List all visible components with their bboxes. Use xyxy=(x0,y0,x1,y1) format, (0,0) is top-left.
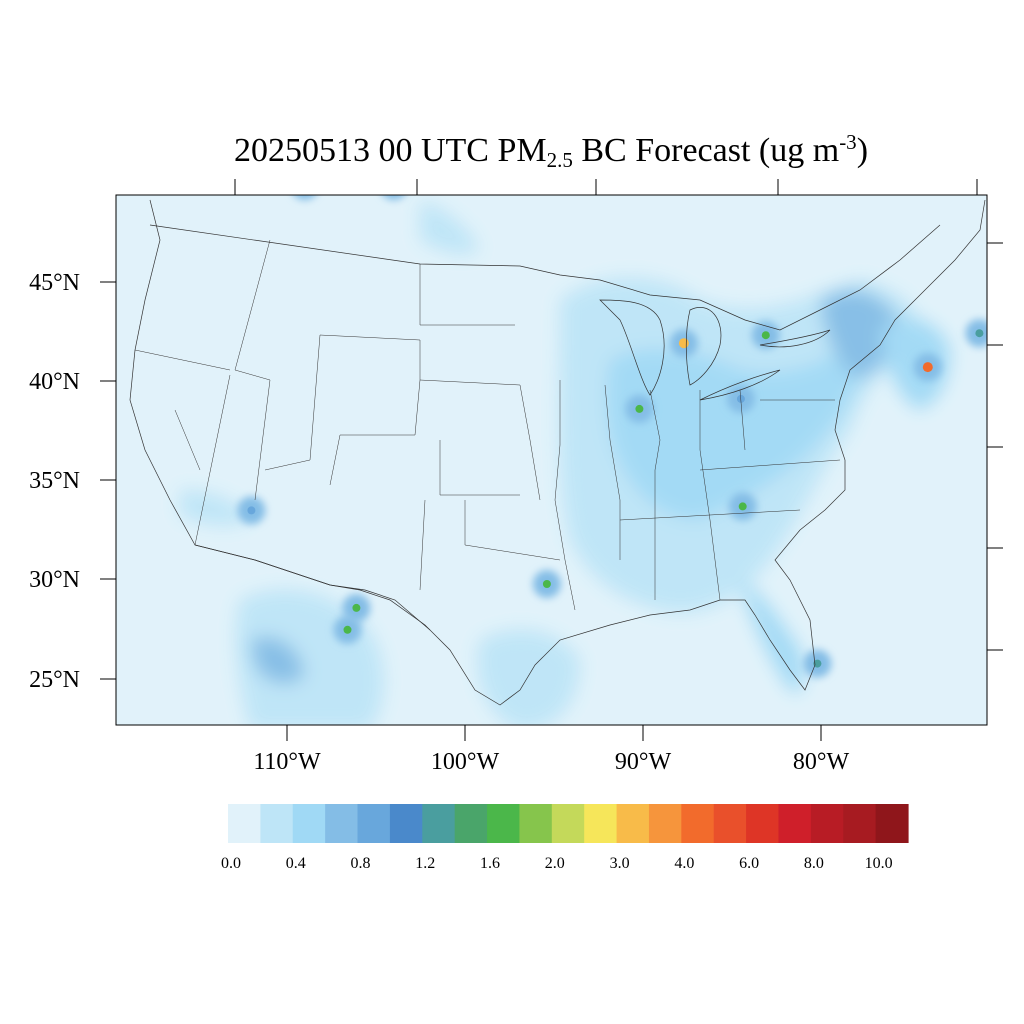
hotspot-core xyxy=(761,331,770,340)
title-prefix: 20250513 00 UTC PM xyxy=(233,132,547,169)
concentration-field xyxy=(180,181,987,725)
colorbar-box xyxy=(325,804,359,843)
colorbar-label: 2.0 xyxy=(545,855,565,872)
colorbar-box xyxy=(875,804,909,843)
colorbar-box xyxy=(228,804,261,843)
colorbar-box xyxy=(681,804,715,843)
canada-border xyxy=(149,224,941,331)
colorbar-box xyxy=(292,804,326,843)
lon-label-110: 110°W xyxy=(253,749,321,775)
colorbar-label: 1.6 xyxy=(480,855,500,872)
colorbar-box xyxy=(422,804,456,843)
colorbar-box xyxy=(551,804,585,843)
lon-label-80: 80°W xyxy=(793,749,850,775)
lat-label-35: 35°N xyxy=(29,468,80,494)
colorbar-box xyxy=(778,804,812,843)
colorbar-box xyxy=(584,804,618,843)
colorbar-box xyxy=(487,804,521,843)
hotspot-core xyxy=(922,362,933,373)
colorbar-label: 4.0 xyxy=(674,855,694,872)
great-lakes xyxy=(599,299,831,401)
hotspot-core xyxy=(301,182,309,190)
colorbar-box xyxy=(260,804,294,843)
hotspot-core xyxy=(352,603,361,612)
colorbar-box xyxy=(519,804,553,843)
colorbar-box xyxy=(454,804,488,843)
hotspot-layer xyxy=(237,181,987,678)
hotspot xyxy=(532,570,561,598)
lat-label-30: 30°N xyxy=(29,567,80,593)
title-superscript: -3 xyxy=(839,130,857,154)
mexico-border xyxy=(194,544,431,631)
hotspot xyxy=(751,321,780,350)
axis-ticks xyxy=(100,179,1003,741)
colorbar: 0.0 0.4 0.8 1.2 1.6 2.0 3.0 4.0 6.0 8.0 10.0 xyxy=(221,804,909,872)
hotspot-core xyxy=(678,338,689,349)
hotspot-core xyxy=(738,502,747,511)
hotspot xyxy=(913,353,942,382)
hotspot xyxy=(342,593,371,622)
colorbar-box xyxy=(389,804,423,843)
state-lines xyxy=(134,239,841,611)
lat-label-45: 45°N xyxy=(29,270,80,296)
title-middle: BC Forecast (ug m xyxy=(572,132,840,169)
colorbar-box xyxy=(843,804,877,843)
colorbar-label: 8.0 xyxy=(804,855,824,872)
hotspot xyxy=(333,615,362,644)
colorbar-box xyxy=(746,804,780,843)
hotspot-core xyxy=(542,580,551,588)
hotspot xyxy=(669,329,698,358)
colorbar-box xyxy=(648,804,682,843)
colorbar-box xyxy=(713,804,747,843)
colorbar-label: 0.8 xyxy=(351,855,371,872)
hotspot-core xyxy=(635,404,644,413)
hotspot xyxy=(965,319,987,348)
colorbar-label: 0.4 xyxy=(286,855,306,872)
hotspot xyxy=(803,649,832,678)
hotspot xyxy=(383,181,405,200)
title-suffix: ) xyxy=(856,132,869,169)
hotspot-halo xyxy=(294,195,316,200)
hotspot xyxy=(728,492,757,521)
hotspot-core xyxy=(813,659,822,668)
map-frame xyxy=(115,194,988,726)
colorbar-box xyxy=(810,804,844,843)
hotspot xyxy=(237,496,266,525)
map-title: 20250513 00 UTC PM2.5 BC Forecast (ug m-… xyxy=(0,120,1024,182)
colorbar-label: 6.0 xyxy=(739,855,759,872)
colorbar-box xyxy=(357,804,391,843)
colorbar-box xyxy=(616,804,650,843)
hotspot-halo xyxy=(383,195,405,200)
latitude-labels: 45°N 40°N 35°N 30°N 25°N xyxy=(29,270,80,693)
political-boundaries xyxy=(129,199,986,706)
colorbar-label: 3.0 xyxy=(610,855,630,872)
lon-label-90: 90°W xyxy=(615,749,672,775)
lat-label-40: 40°N xyxy=(29,369,80,395)
hotspot-core xyxy=(975,329,984,338)
hotspot-core xyxy=(343,625,352,634)
colorbar-label: 0.0 xyxy=(221,855,241,872)
hotspot-core xyxy=(247,506,256,515)
lon-label-100: 100°W xyxy=(431,749,500,775)
hotspot-core xyxy=(389,181,399,191)
hotspot xyxy=(625,394,654,423)
lat-label-25: 25°N xyxy=(29,667,80,693)
title-subscript: 2.5 xyxy=(546,148,573,172)
colorbar-label: 1.2 xyxy=(415,855,435,872)
hotspot xyxy=(294,182,316,200)
longitude-labels: 110°W 100°W 90°W 80°W xyxy=(253,749,849,775)
colorbar-label: 10.0 xyxy=(865,855,893,872)
